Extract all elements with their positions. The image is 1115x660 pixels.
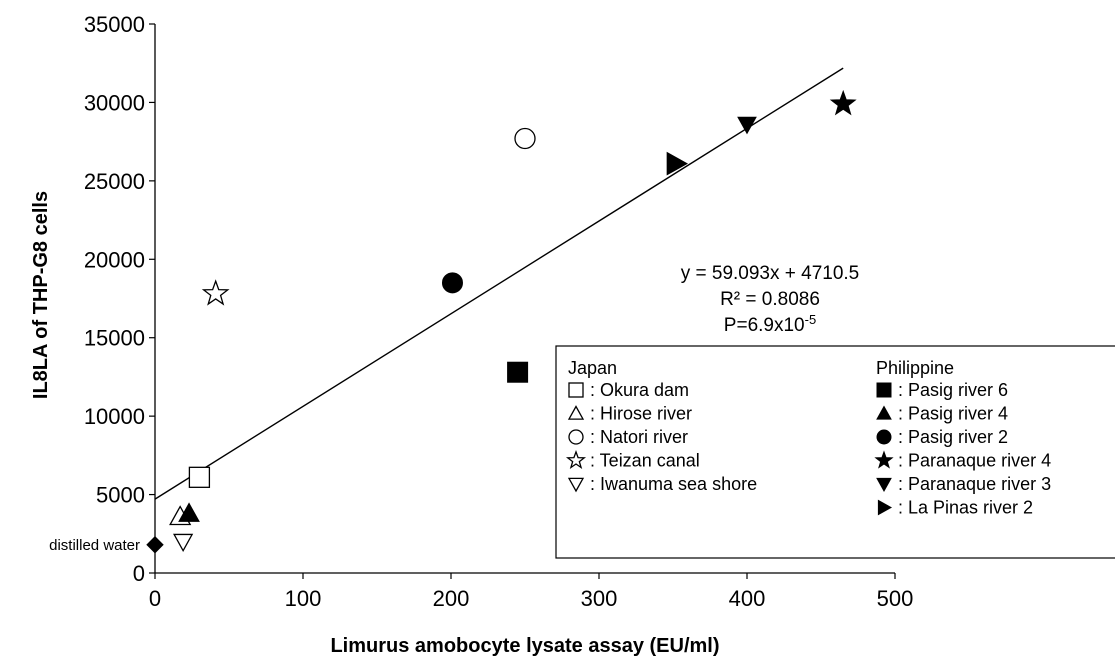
legend-label: : La Pinas river 2 — [898, 498, 1033, 518]
y-tick-label: 25000 — [84, 169, 145, 194]
x-tick-label: 400 — [729, 586, 766, 611]
point-pasig-river-2 — [441, 272, 463, 294]
point-okura-dam — [188, 466, 211, 488]
point-natori-river — [514, 127, 536, 150]
legend-marker — [565, 449, 587, 470]
legend-group-title: Philippine — [876, 358, 954, 378]
legend-marker — [876, 405, 892, 420]
legend-marker — [877, 499, 893, 516]
point-pasig-river-4 — [178, 502, 200, 522]
legend-marker — [567, 477, 585, 493]
point-distilled-water — [146, 536, 164, 554]
tick-labels: 0 100 200 300 400 500050001000015000200002500… — [84, 12, 914, 611]
x-tick-label: 500 — [877, 586, 914, 611]
axes — [149, 23, 896, 579]
legend-marker — [876, 429, 892, 445]
legend-marker — [568, 382, 584, 398]
point-pasig-river-6 — [507, 361, 529, 383]
trend-p-value-exponent: -5 — [805, 312, 817, 327]
y-axis-title: IL8LA of THP-G8 cells — [30, 191, 52, 399]
legend: Japan: Okura dam : Hirose river : Natori r… — [555, 345, 1115, 559]
point-paranaque-river-4 — [829, 89, 857, 116]
trend-p-value-base: P=6.9x10 — [724, 315, 805, 336]
trend-equation: y = 59.093x + 4710.5 — [681, 263, 860, 284]
x-axis-title: Limurus amobocyte lysate assay (EU/ml) — [330, 635, 719, 657]
trendline-group — [154, 67, 844, 500]
point-teizan-canal — [201, 279, 230, 306]
y-tick-label: 0 — [133, 561, 145, 586]
legend-marker — [876, 382, 892, 398]
legend-label: : Paranaque river 3 — [898, 474, 1051, 494]
x-tick-label: 300 — [581, 586, 618, 611]
legend-marker — [874, 450, 894, 469]
trend-p-value: P=6.9x10-5 — [724, 312, 816, 336]
y-tick-label: 15000 — [84, 326, 145, 351]
trend-r-squared: R² = 0.8086 — [720, 289, 820, 310]
legend-label: : Pasig river 2 — [898, 427, 1008, 447]
legend-marker — [567, 405, 585, 420]
x-tick-label: 200 — [433, 586, 470, 611]
legend-label: : Hirose river — [590, 404, 692, 424]
y-tick-label: 35000 — [84, 12, 145, 37]
y-tick-label: 30000 — [84, 90, 145, 115]
data-points — [146, 89, 857, 554]
legend-label: : Pasig river 6 — [898, 380, 1008, 400]
y-tick-label: 20000 — [84, 247, 145, 272]
legend-group-title: Japan — [568, 358, 617, 378]
legend-label: : Okura dam — [590, 380, 689, 400]
point-paranaque-river-3 — [737, 116, 757, 135]
distilled-water-label: distilled water — [49, 537, 140, 554]
legend-label: : Paranaque river 4 — [898, 451, 1051, 471]
legend-marker — [876, 477, 892, 493]
trendline — [154, 67, 844, 500]
x-tick-label: 0 — [149, 586, 161, 611]
point-iwanuma-sea-shore — [173, 533, 194, 552]
legend-label: : Natori river — [590, 427, 688, 447]
legend-label: : Pasig river 4 — [898, 404, 1008, 424]
y-tick-label: 10000 — [84, 404, 145, 429]
point-la-pinas-river-2 — [666, 151, 688, 176]
legend-box — [555, 345, 1115, 559]
x-tick-label: 100 — [285, 586, 322, 611]
legend-label: : Iwanuma sea shore — [590, 474, 757, 494]
legend-label: : Teizan canal — [590, 451, 700, 471]
y-tick-label: 5000 — [96, 483, 145, 508]
legend-marker — [568, 429, 584, 445]
